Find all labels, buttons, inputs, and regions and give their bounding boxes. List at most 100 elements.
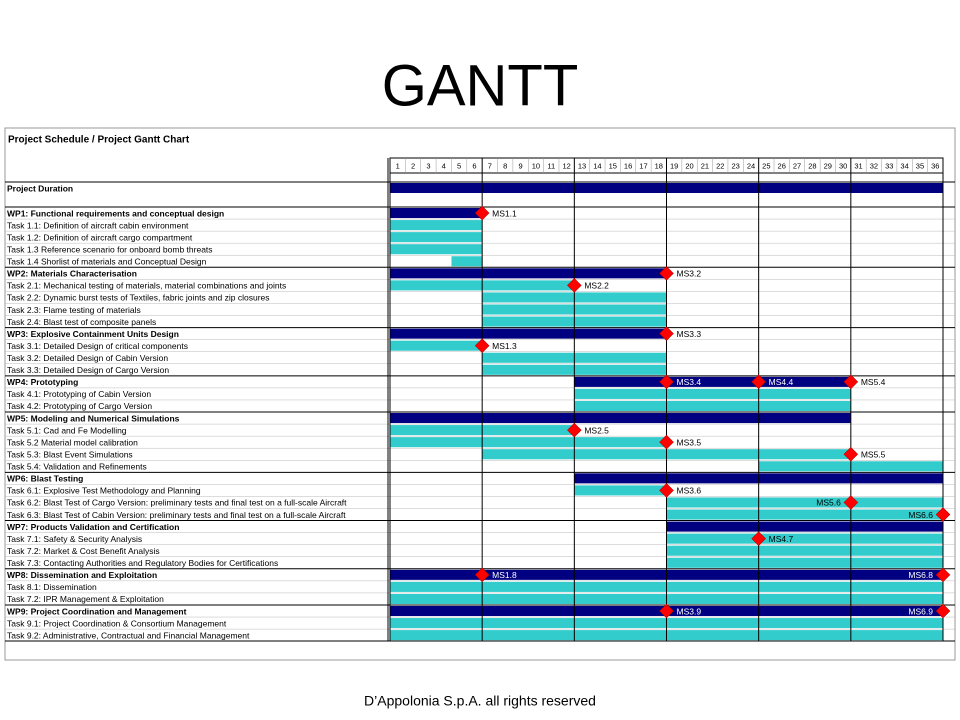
row-label: WP2: Materials Characterisation (7, 269, 137, 279)
milestone-label: MS4.4 (769, 377, 794, 387)
month-label: 33 (885, 161, 893, 170)
milestone-label: MS3.5 (677, 437, 702, 447)
month-label: 25 (762, 161, 770, 170)
month-label: 36 (931, 161, 939, 170)
milestone-label: MS3.2 (677, 269, 702, 279)
row-label: Project Duration (7, 183, 73, 193)
row-label: Task 3.1: Detailed Design of critical co… (7, 341, 188, 351)
month-label: 29 (824, 161, 832, 170)
milestone-label: MS3.4 (677, 377, 702, 387)
row-label: Task 7.2: IPR Management & Exploitation (7, 594, 164, 604)
milestone (659, 326, 674, 341)
milestone (843, 374, 859, 390)
table-frame (4, 127, 956, 661)
row-label: Task 5.4: Validation and Refinements (7, 462, 147, 472)
row-label: WP3: Explosive Containment Units Design (7, 329, 179, 339)
milestone-label: MS5.4 (861, 377, 886, 387)
task-bar (574, 388, 851, 399)
month-label: 2 (411, 161, 415, 170)
milestone (474, 567, 490, 583)
chart-title: Project Schedule / Project Gantt Chart (8, 135, 190, 146)
row-label: Task 2.2: Dynamic burst tests of Textile… (7, 293, 270, 303)
task-bar (390, 437, 667, 448)
milestone-label: MS2.2 (584, 281, 609, 291)
row-label: Task 2.1: Mechanical testing of material… (7, 281, 286, 291)
milestone (935, 567, 951, 583)
milestone-label: MS6.8 (908, 570, 933, 580)
row-label: Task 7.2: Market & Cost Benefit Analysis (7, 546, 160, 556)
task-bar (390, 208, 483, 219)
milestone-label: MS1.1 (492, 208, 517, 218)
month-label: 32 (870, 161, 878, 170)
row-label: WP8: Dissemination and Exploitation (7, 570, 157, 580)
row-label: WP9: Project Coordination and Management (7, 606, 187, 616)
task-bar (390, 413, 851, 424)
month-label: 19 (670, 161, 678, 170)
task-bar (666, 509, 943, 520)
row-label: Task 4.2: Prototyping of Cargo Version (7, 401, 152, 411)
task-bar (574, 400, 851, 412)
milestone (935, 507, 951, 522)
month-label: 30 (839, 161, 847, 170)
task-bar (666, 497, 943, 508)
row-label: WP1: Functional requirements and concept… (7, 208, 224, 218)
row-label: WP7: Products Validation and Certificati… (7, 522, 179, 532)
row-label: Task 1.3 Reference scenario for onboard … (7, 244, 213, 254)
row-label: Task 8.1: Dissemination (7, 582, 97, 592)
month-label: 3 (426, 161, 430, 170)
row-label: Task 3.3: Detailed Design of Cargo Versi… (7, 365, 169, 375)
month-label: 14 (593, 161, 601, 170)
row-label: WP4: Prototyping (7, 377, 78, 387)
row-label: Task 1.1: Definition of aircraft cabin e… (7, 220, 189, 230)
row-label: Task 6.2: Blast Test of Cargo Version: p… (7, 498, 347, 508)
month-label: 22 (716, 161, 724, 170)
month-label: 16 (624, 161, 632, 170)
row-label: Task 5.3: Blast Event Simulations (7, 449, 133, 459)
month-label: 18 (655, 161, 663, 170)
milestone (659, 374, 674, 390)
month-label: 23 (731, 161, 739, 170)
month-label: 1 (396, 161, 400, 170)
milestone-label: MS2.5 (584, 425, 609, 435)
month-label: 17 (639, 161, 647, 170)
month-label: 13 (578, 161, 586, 170)
month-label: 8 (503, 161, 507, 170)
task-bar (666, 533, 943, 544)
task-bar (390, 220, 483, 231)
task-bar (390, 244, 483, 255)
month-label: 6 (472, 161, 476, 170)
task-bar (574, 376, 851, 387)
month-label: 11 (547, 161, 555, 170)
month-label: 9 (518, 161, 522, 170)
row-label: Task 6.3: Blast Test of Cabin Version: p… (7, 510, 346, 520)
row-label: Task 5.2 Material model calibration (7, 437, 138, 447)
month-label: 26 (778, 161, 786, 170)
task-bar (390, 340, 483, 351)
task-bar (666, 545, 943, 556)
milestone-label: MS3.3 (677, 329, 702, 339)
month-label: 4 (442, 161, 446, 170)
row-label: Task 7.3: Contacting Authorities and Reg… (7, 558, 278, 568)
row-label: WP5: Modeling and Numerical Simulations (7, 413, 180, 423)
milestone (474, 338, 490, 354)
row-label: Task 9.1: Project Coordination & Consort… (7, 618, 227, 628)
row-label: Task 1.4 Shorlist of materials and Conce… (7, 257, 207, 267)
milestone-label: MS1.8 (492, 570, 517, 580)
task-bar (390, 328, 667, 339)
month-label: 12 (562, 161, 570, 170)
row-label: Task 3.2: Detailed Design of Cabin Versi… (7, 353, 168, 363)
month-label: 35 (916, 161, 924, 170)
row-label: Task 2.3: Flame testing of materials (7, 305, 141, 315)
month-label: 15 (609, 161, 617, 170)
milestone-label: MS1.3 (492, 341, 517, 351)
month-label: 10 (532, 161, 540, 170)
month-label: 34 (900, 161, 908, 170)
month-label: 20 (685, 161, 693, 170)
task-bar (390, 268, 667, 279)
task-bar (390, 232, 483, 243)
row-label: Task 6.1: Explosive Test Methodology and… (7, 486, 201, 496)
milestone-label: MS6.9 (908, 606, 933, 616)
milestone (659, 434, 674, 450)
row-label: Task 4.1: Prototyping of Cabin Version (7, 389, 151, 399)
